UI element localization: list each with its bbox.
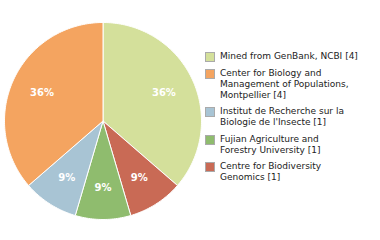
html-text:Mined from GenBank, NCBI [4]: Mined from GenBank, NCBI [4] [220, 50, 358, 61]
svg-text:9%: 9% [95, 182, 112, 193]
html-text:Institut de Recherche sur la B: Institut de Recherche sur la Biologie de… [220, 106, 344, 128]
html-text:Centre for Biodiversity Genomi: Centre for Biodiversity Genomics [1] [220, 161, 322, 183]
html-text:Fujian Agriculture and Forestr: Fujian Agriculture and Forestry Universi… [220, 133, 321, 155]
svg-text:9%: 9% [58, 171, 75, 182]
svg-text:36%: 36% [152, 87, 176, 98]
svg-text:36%: 36% [30, 87, 54, 98]
html-text:Center for Biology and Managem: Center for Biology and Management of Pop… [220, 67, 349, 100]
svg-text:9%: 9% [131, 171, 148, 182]
